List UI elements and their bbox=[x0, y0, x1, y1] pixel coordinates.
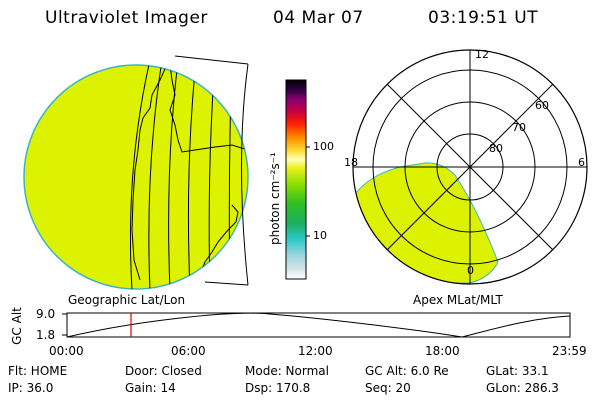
status-gain: Gain: 14 bbox=[125, 381, 176, 395]
geographic-image bbox=[23, 55, 249, 290]
emission-disk bbox=[23, 64, 249, 290]
timeline-xtick-1800: 18:00 bbox=[425, 344, 460, 358]
coastline bbox=[199, 204, 239, 276]
status-gcalt: GC Alt: 6.0 Re bbox=[365, 364, 449, 378]
polar-plot bbox=[352, 49, 588, 285]
mlt-label-0: 0 bbox=[467, 264, 474, 277]
mlt-label-6: 6 bbox=[578, 156, 585, 169]
status-dsp: Dsp: 170.8 bbox=[245, 381, 311, 395]
status-flt: Flt: HOME bbox=[8, 364, 68, 378]
mlt-label-18: 18 bbox=[344, 156, 358, 169]
timeline-axis-title: GC Alt bbox=[10, 307, 24, 345]
coastline bbox=[169, 65, 248, 153]
timeline-xtick-2359: 23:59 bbox=[552, 344, 587, 358]
date-label: 04 Mar 07 bbox=[273, 8, 364, 28]
map-border bbox=[174, 55, 249, 286]
status-door: Door: Closed bbox=[125, 364, 202, 378]
right-panel-caption: Apex MLat/MLT bbox=[413, 293, 503, 307]
timeline-ytick-max: 9.0 bbox=[36, 307, 56, 321]
status-ip: IP: 36.0 bbox=[8, 381, 54, 395]
timeline-xtick-1200: 12:00 bbox=[298, 344, 333, 358]
colorbar-tick-10: 10 bbox=[313, 229, 327, 242]
timeline-xtick-0000: 00:00 bbox=[49, 344, 84, 358]
instrument-title: Ultraviolet Imager bbox=[45, 8, 208, 28]
colorbar-tick-100: 100 bbox=[313, 140, 334, 153]
altitude-timeline bbox=[62, 312, 571, 338]
longitude-line bbox=[187, 65, 197, 289]
status-glat: GLat: 33.1 bbox=[486, 364, 549, 378]
status-glon: GLon: 286.3 bbox=[486, 381, 559, 395]
colorbar-unit-label: photon cm⁻²s⁻¹ bbox=[268, 152, 282, 245]
mlat-label-80: 80 bbox=[489, 142, 503, 155]
longitude-line bbox=[130, 65, 151, 289]
status-seq: Seq: 20 bbox=[365, 381, 411, 395]
colorbar bbox=[285, 79, 310, 280]
longitude-line bbox=[148, 65, 163, 289]
mlat-label-60: 60 bbox=[535, 99, 549, 112]
altitude-curve bbox=[66, 312, 571, 338]
status-mode: Mode: Normal bbox=[245, 364, 329, 378]
timeline-xtick-0600: 06:00 bbox=[171, 344, 206, 358]
timeline-ytick-min: 1.8 bbox=[36, 328, 56, 342]
time-label: 03:19:51 UT bbox=[428, 8, 539, 28]
left-panel-caption: Geographic Lat/Lon bbox=[68, 293, 186, 307]
longitude-line bbox=[168, 65, 179, 289]
auroral-emission bbox=[353, 162, 499, 284]
mlat-label-70: 70 bbox=[512, 121, 526, 134]
coastline bbox=[131, 65, 169, 281]
mlt-label-12: 12 bbox=[475, 48, 489, 61]
